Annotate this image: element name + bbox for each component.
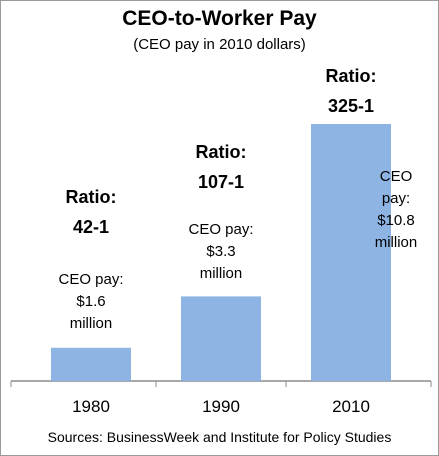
- ratio-prefix: Ratio:: [65, 187, 117, 207]
- value-label: 107-1: [197, 172, 245, 192]
- bar: [311, 124, 391, 381]
- x-tick-label: 2010: [332, 397, 370, 416]
- ratio-prefix: Ratio:: [195, 142, 247, 162]
- chart-subtitle: (CEO pay in 2010 dollars): [133, 36, 306, 53]
- source-note: Sources: BusinessWeek and Institute for …: [47, 429, 392, 445]
- x-tick-label: 1990: [202, 397, 240, 416]
- x-tick-label: 1980: [72, 397, 110, 416]
- value-label: 42-1: [72, 217, 110, 237]
- bar: [51, 347, 131, 381]
- bar: [181, 296, 261, 381]
- annotation: CEO pay: $10.8 million: [374, 168, 418, 251]
- chart-title: CEO-to-Worker Pay: [122, 7, 317, 30]
- ratio-prefix: Ratio:: [325, 66, 377, 86]
- value-label: 325-1: [327, 96, 375, 116]
- annotation: CEO pay: $1.6 million: [58, 271, 124, 332]
- annotation: CEO pay: $3.3 million: [188, 221, 254, 282]
